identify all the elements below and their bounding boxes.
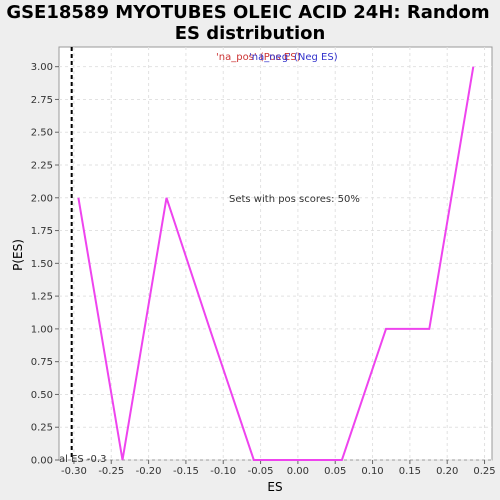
y-tick-label: 0.25 [31,423,53,434]
y-tick-label: 1.00 [31,324,53,335]
chart-title-line2: ES distribution [175,23,326,44]
y-tick-label: 2.75 [31,95,53,106]
y-tick-label: 2.00 [31,193,53,204]
pos-score-annotation: Sets with pos scores: 50% [229,194,360,205]
x-tick-label: 0.00 [287,466,309,477]
legend-pos-label: 'na_pos' (Pos ES) [216,52,301,63]
legend-neg-label: 'na_neg' (Neg ES) [249,52,338,63]
x-axis-ticks: -0.30 -0.25 -0.20 -0.15 -0.10 -0.05 0.00 0.05 0.… [61,460,496,477]
x-tick-label: -0.15 [173,466,199,477]
y-tick-label: 2.25 [31,161,53,172]
y-tick-label: 2.50 [31,128,53,139]
x-tick-label: 0.15 [399,466,421,477]
y-tick-label: 1.25 [31,292,53,303]
x-tick-label: -0.10 [210,466,236,477]
grid-lines [59,47,492,461]
legend: 'na_pos' (Pos ES) 'na_neg' (Neg ES) [216,52,338,63]
es-distribution-line [77,66,475,461]
y-tick-label: 0.75 [31,357,53,368]
chart-title-line1: GSE18589 MYOTUBES OLEIC ACID 24H: Random [6,2,489,23]
y-axis-label: P(ES) [11,239,25,271]
plot-area [58,46,493,461]
x-tick-label: 0.05 [324,466,346,477]
x-tick-label: 0.10 [361,466,383,477]
y-tick-label: 3.00 [31,62,53,73]
x-tick-label: 0.20 [436,466,458,477]
x-axis-label: ES [267,480,282,494]
x-tick-label: -0.20 [136,466,162,477]
y-tick-label: 0.00 [31,456,53,467]
x-tick-label: -0.05 [248,466,274,477]
x-tick-label: -0.30 [61,466,87,477]
y-tick-label: 0.50 [31,390,53,401]
x-tick-label: 0.25 [473,466,495,477]
y-axis-ticks: 0.00 0.25 0.50 0.75 1.00 1.25 1.50 1.75 2.00 2.25… [31,62,59,467]
x-tick-label: -0.25 [98,466,124,477]
vline-label: al ES -0.3 [59,454,106,465]
y-tick-label: 1.50 [31,259,53,270]
series-layer [77,66,475,461]
y-tick-label: 1.75 [31,226,53,237]
